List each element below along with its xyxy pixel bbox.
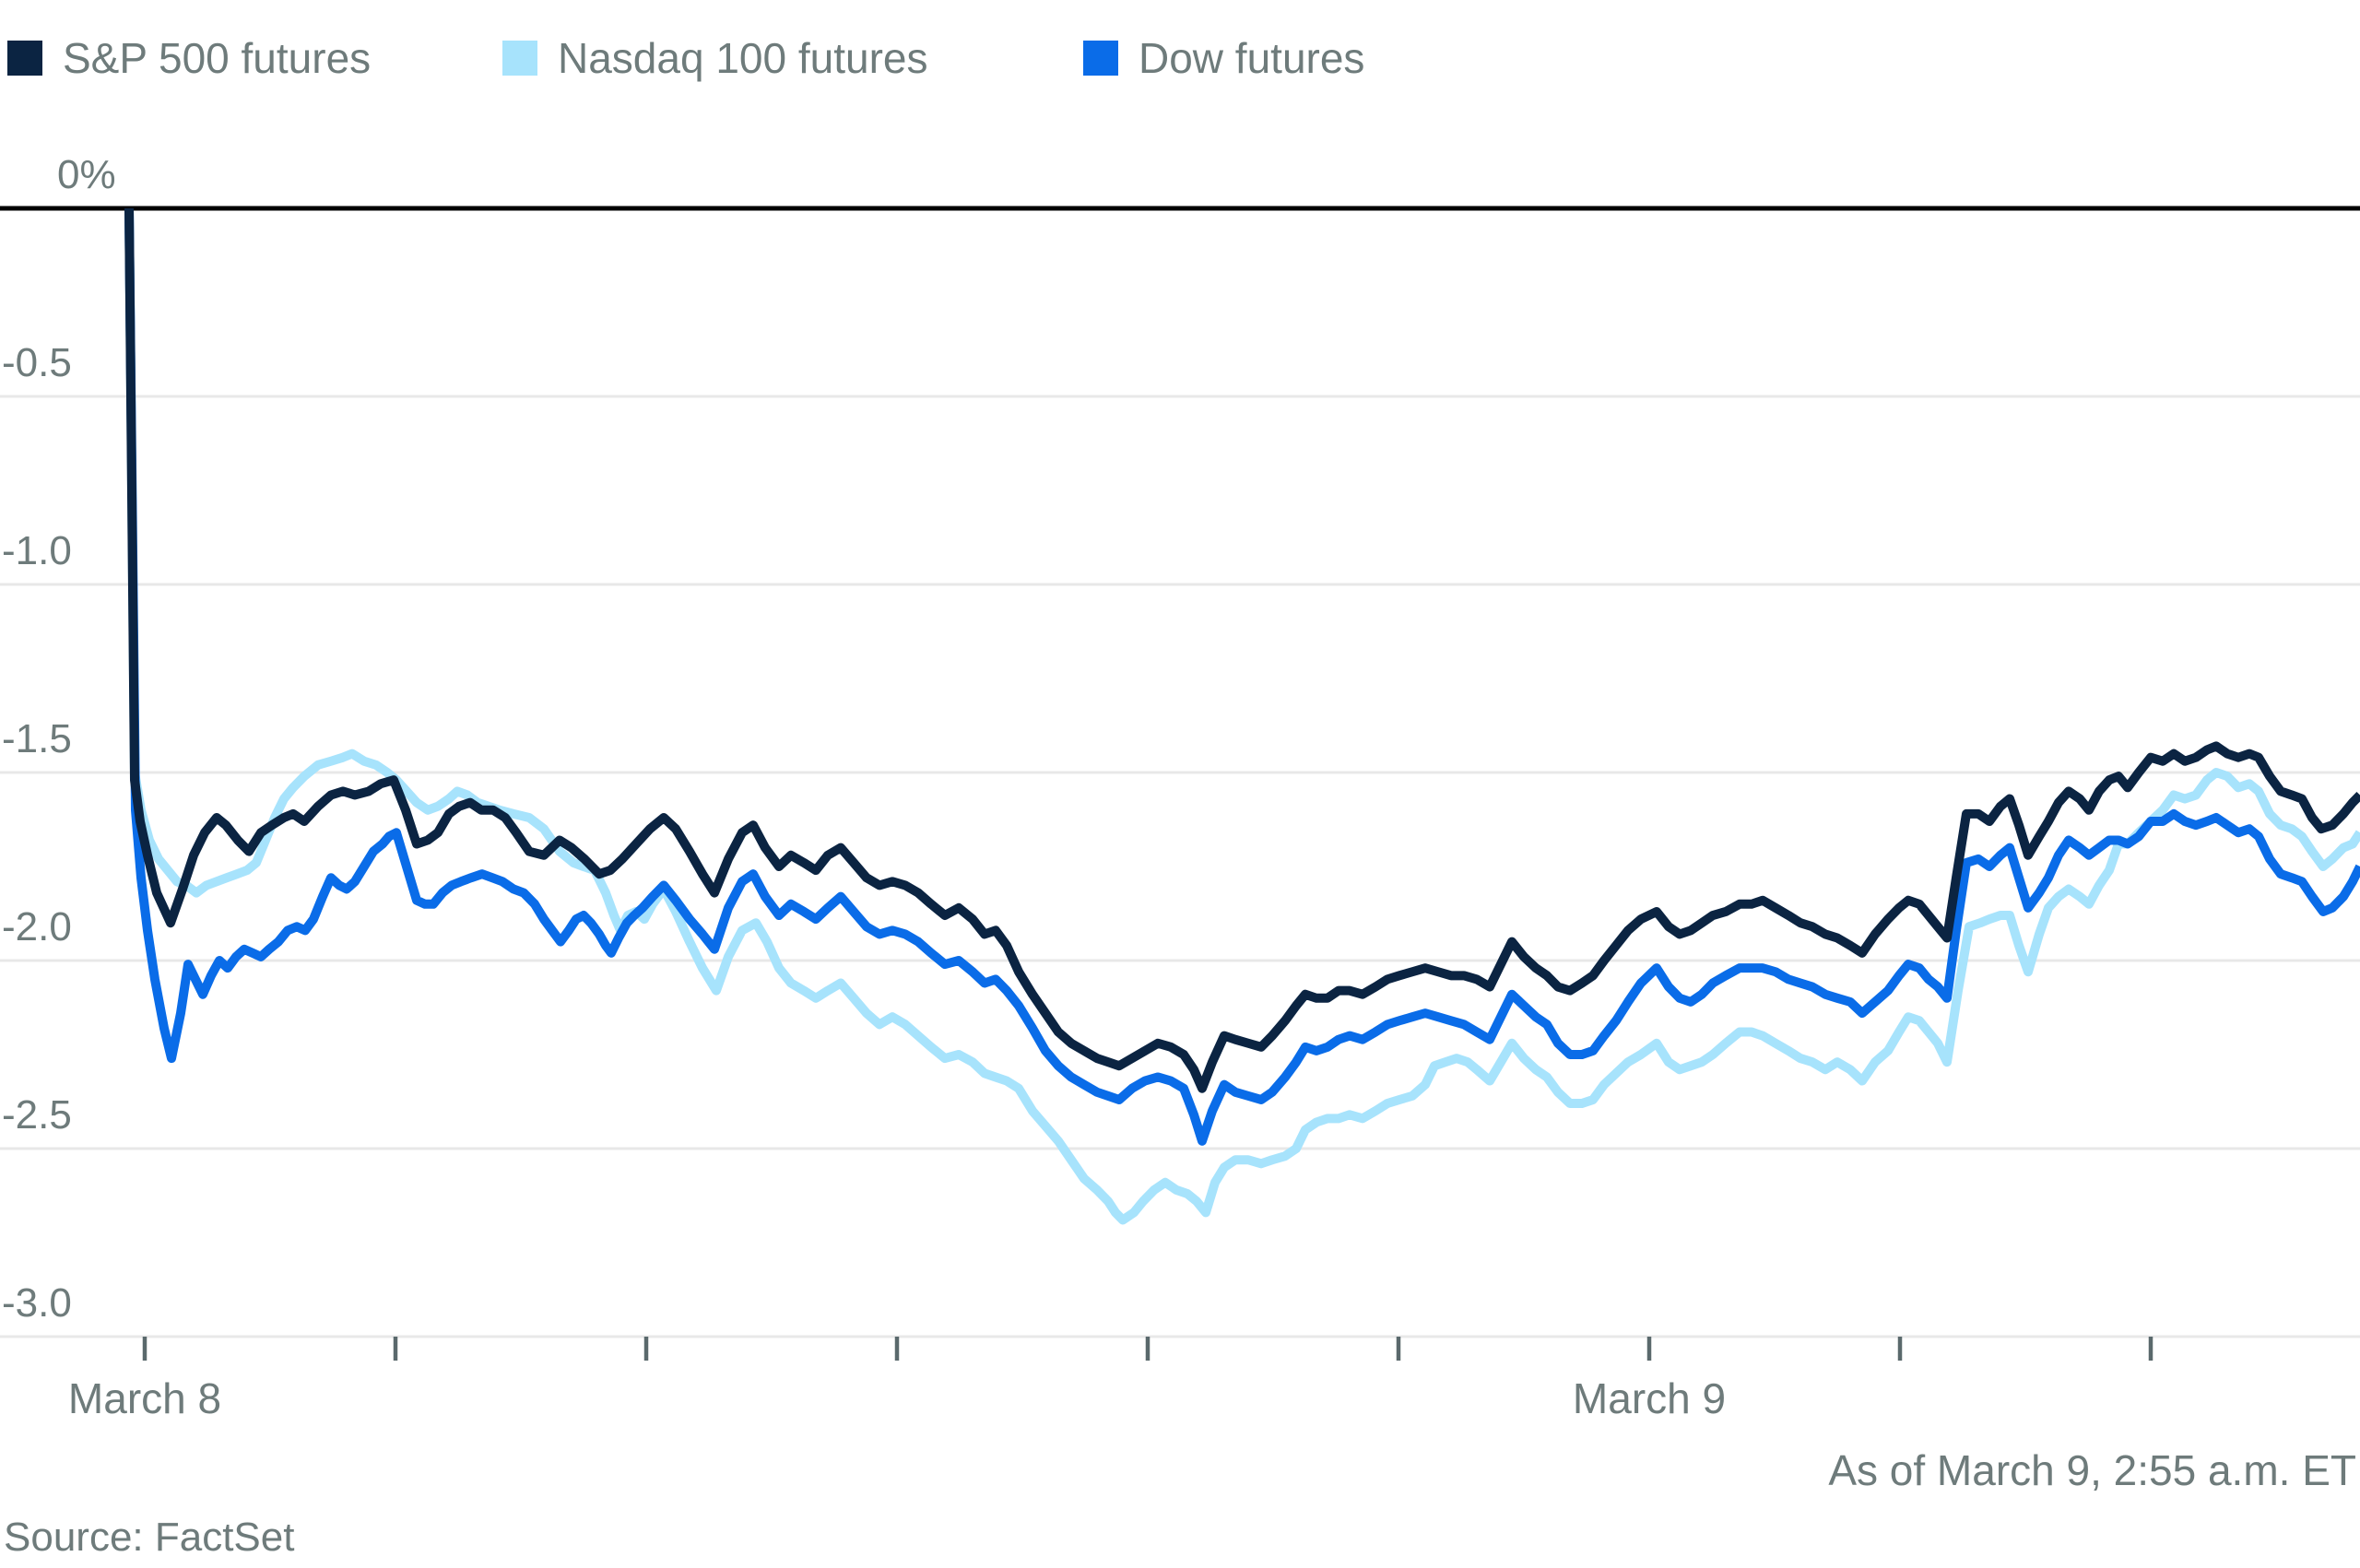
legend-item-sp500: S&P 500 futures [7, 34, 372, 82]
as-of-timestamp: As of March 9, 2:55 a.m. ET [1828, 1446, 2356, 1494]
legend-item-dow: Dow futures [1083, 34, 1365, 82]
legend-label-sp500: S&P 500 futures [63, 34, 372, 82]
sp500-swatch-icon [7, 41, 42, 76]
y-axis-label--1.5: -1.5 [2, 716, 72, 761]
y-axis-label--1.0: -1.0 [2, 528, 72, 573]
y-axis-label--3.0: -3.0 [2, 1280, 72, 1326]
series-line-dow [124, 207, 2360, 1146]
source-credit: Source: FactSet [4, 1515, 295, 1560]
y-axis-label--2.0: -2.0 [2, 904, 72, 949]
nasdaq-swatch-icon [502, 41, 537, 76]
y-axis-label--0.5: -0.5 [2, 340, 72, 385]
legend-label-dow: Dow futures [1139, 34, 1365, 82]
legend-item-nasdaq: Nasdaq 100 futures [502, 34, 928, 82]
legend-label-nasdaq: Nasdaq 100 futures [558, 34, 928, 82]
series-line-nasdaq [124, 207, 2360, 1225]
x-axis-label-march-9: March 9 [1572, 1374, 1727, 1422]
series-line-sp [124, 207, 2360, 1093]
y-axis-label-0: 0% [57, 152, 116, 197]
dow-swatch-icon [1083, 41, 1118, 76]
x-axis-label-march-8: March 8 [67, 1374, 222, 1422]
y-axis-label--2.5: -2.5 [2, 1092, 72, 1138]
